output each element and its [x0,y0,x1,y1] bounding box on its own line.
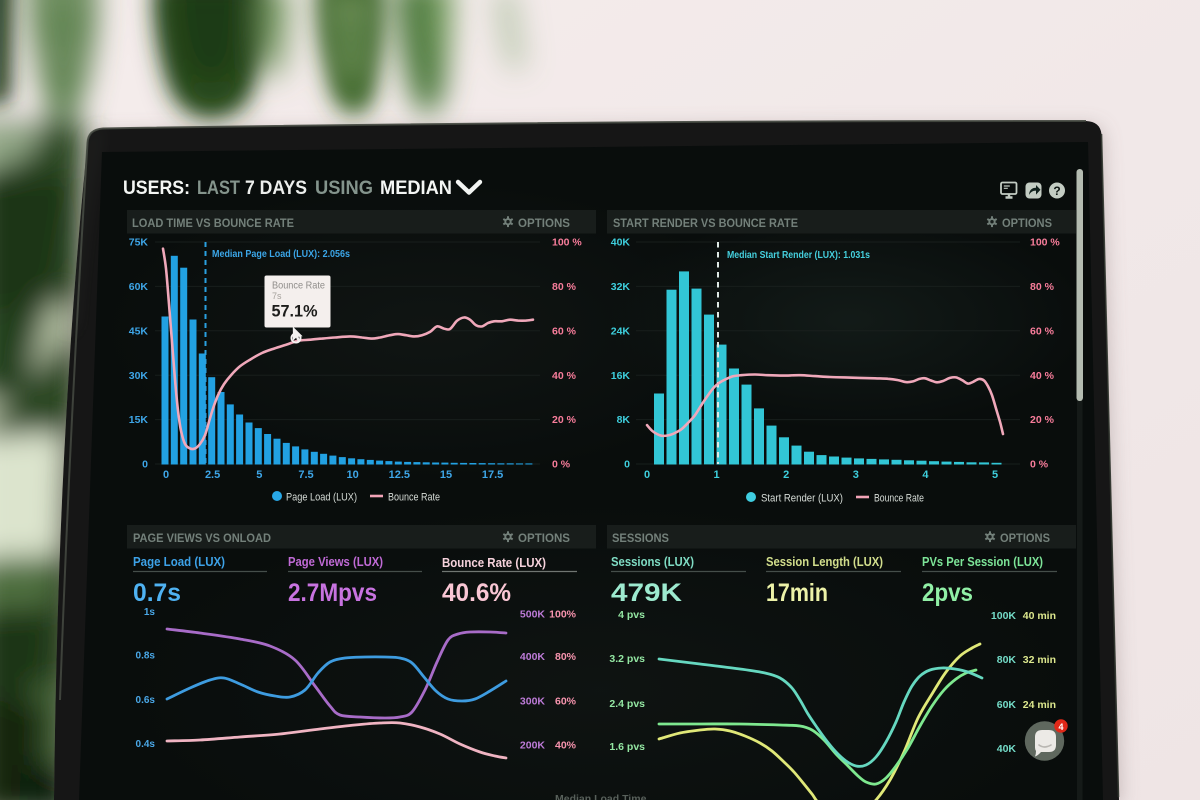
svg-text:32K: 32K [611,281,631,293]
svg-text:100%: 100% [549,609,577,621]
svg-text:17.5: 17.5 [482,469,503,481]
svg-text:Sessions (LUX): Sessions (LUX) [611,554,694,569]
svg-text:16K: 16K [611,370,631,382]
svg-text:MEDIAN: MEDIAN [380,178,452,199]
svg-text:Page Views (LUX): Page Views (LUX) [288,554,383,569]
svg-text:60 %: 60 % [1030,326,1055,338]
svg-text:Bounce Rate: Bounce Rate [388,492,440,504]
svg-text:5: 5 [992,469,998,481]
svg-text:4: 4 [922,469,929,481]
svg-text:PVs Per Session (LUX): PVs Per Session (LUX) [922,554,1043,569]
svg-text:40 min: 40 min [1023,610,1056,622]
svg-text:Bounce Rate: Bounce Rate [272,280,325,292]
svg-text:0: 0 [644,469,650,481]
svg-text:45K: 45K [129,326,149,338]
svg-text:32 min: 32 min [1023,654,1056,666]
svg-text:Session Length (LUX): Session Length (LUX) [766,554,883,569]
svg-text:LOAD TIME VS BOUNCE RATE: LOAD TIME VS BOUNCE RATE [132,216,294,230]
svg-text:60K: 60K [997,699,1017,711]
svg-text:0: 0 [624,459,630,471]
svg-text:100K: 100K [991,610,1017,622]
svg-text:Start Render (LUX): Start Render (LUX) [761,493,843,505]
svg-text:2pvs: 2pvs [922,579,973,607]
svg-text:200K: 200K [520,740,546,752]
svg-text:1.6 pvs: 1.6 pvs [609,741,645,753]
svg-text:40 %: 40 % [552,370,577,382]
svg-text:2.4 pvs: 2.4 pvs [609,698,645,710]
svg-text:300K: 300K [520,696,546,708]
svg-text:40.6%: 40.6% [442,579,511,607]
svg-text:60 %: 60 % [552,326,577,338]
svg-text:Bounce Rate (LUX): Bounce Rate (LUX) [442,555,546,570]
svg-text:0: 0 [142,459,148,471]
svg-text:OPTIONS: OPTIONS [1000,531,1050,545]
svg-text:12.5: 12.5 [389,469,410,481]
svg-text:OPTIONS: OPTIONS [518,216,570,230]
svg-text:8K: 8K [617,414,631,426]
svg-text:500K: 500K [520,609,546,621]
svg-text:4: 4 [1058,722,1063,732]
svg-text:2.5: 2.5 [205,469,220,481]
svg-text:0.4s: 0.4s [136,739,156,750]
svg-text:OPTIONS: OPTIONS [1002,216,1052,230]
svg-text:80 %: 80 % [1030,281,1055,293]
svg-text:40%: 40% [555,740,577,752]
svg-text:Median Page Load (LUX): 2.056s: Median Page Load (LUX): 2.056s [212,248,350,260]
svg-text:75K: 75K [129,237,149,249]
svg-text:2: 2 [783,469,789,481]
svg-text:Median Start Render (LUX): 1.0: Median Start Render (LUX): 1.031s [727,249,870,261]
svg-text:20 %: 20 % [552,414,577,426]
svg-text:4 pvs: 4 pvs [618,609,645,621]
svg-text:40 %: 40 % [1030,370,1055,382]
svg-text:OPTIONS: OPTIONS [518,531,570,545]
svg-text:100 %: 100 % [552,237,582,249]
svg-text:0 %: 0 % [552,459,571,471]
svg-text:60%: 60% [555,696,577,708]
svg-text:15: 15 [440,469,452,481]
svg-text:17min: 17min [766,579,828,607]
svg-text:400K: 400K [520,651,546,663]
svg-text:15K: 15K [129,414,149,426]
svg-text:USING: USING [315,178,373,199]
svg-text:7.5: 7.5 [298,469,313,481]
svg-text:479K: 479K [611,579,682,607]
svg-text:24K: 24K [611,326,631,338]
svg-text:SESSIONS: SESSIONS [612,531,669,545]
svg-text:LAST: LAST [197,178,240,199]
svg-text:3: 3 [853,469,859,481]
svg-text:30K: 30K [129,370,149,382]
svg-text:1: 1 [714,469,720,481]
svg-text:2.7Mpvs: 2.7Mpvs [288,579,377,607]
svg-text:Bounce Rate: Bounce Rate [874,493,924,505]
svg-text:0: 0 [163,469,169,481]
svg-text:Page Load (LUX): Page Load (LUX) [286,492,357,504]
svg-text:Median Load Time: Median Load Time [555,793,647,800]
svg-text:0.7s: 0.7s [133,579,181,607]
svg-text:40K: 40K [997,743,1017,755]
svg-text:10: 10 [346,469,358,481]
svg-text:PAGE VIEWS VS ONLOAD: PAGE VIEWS VS ONLOAD [133,531,271,545]
svg-text:1s: 1s [144,607,156,618]
svg-text:100 %: 100 % [1030,237,1060,249]
svg-text:5: 5 [256,469,262,481]
svg-text:0 %: 0 % [1030,459,1049,471]
svg-text:0.6s: 0.6s [136,695,156,706]
svg-text:24 min: 24 min [1023,699,1056,711]
svg-text:60K: 60K [129,281,149,293]
svg-text:80%: 80% [555,651,577,663]
svg-text:3.2 pvs: 3.2 pvs [609,653,645,665]
svg-text:USERS:: USERS: [123,178,190,199]
svg-text:7s: 7s [272,291,282,301]
svg-text:7 DAYS: 7 DAYS [245,178,307,199]
svg-text:0.8s: 0.8s [136,651,156,662]
svg-text:57.1%: 57.1% [272,303,318,321]
svg-text:20 %: 20 % [1030,414,1055,426]
svg-text:?: ? [1053,184,1060,198]
svg-text:80 %: 80 % [552,281,577,293]
svg-text:80K: 80K [997,654,1017,666]
svg-text:START RENDER VS BOUNCE RATE: START RENDER VS BOUNCE RATE [613,216,798,230]
svg-text:40K: 40K [611,237,631,249]
svg-text:Page Load (LUX): Page Load (LUX) [133,554,225,569]
